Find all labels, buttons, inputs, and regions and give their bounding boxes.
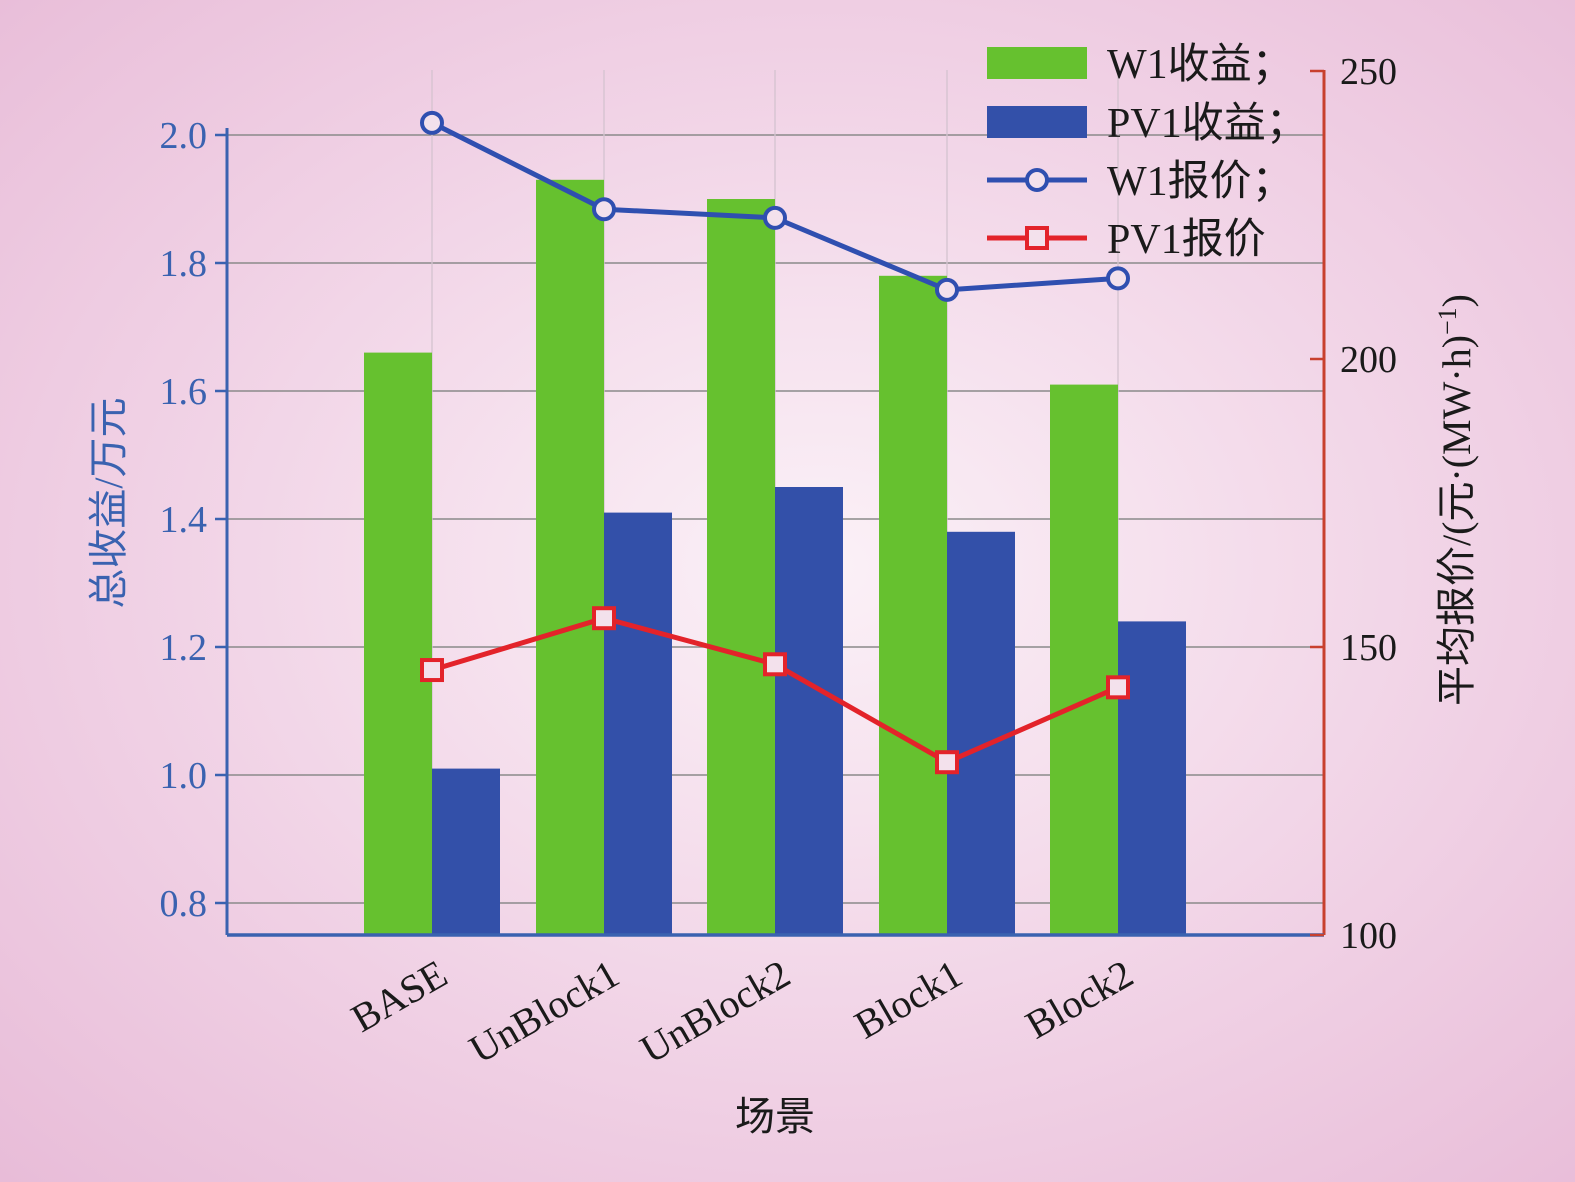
line-point-circle [592, 197, 616, 222]
x-tick-label: UnBlock1 [462, 951, 627, 1072]
y-axis-right-title-main: 平均报价/(元·(MW·h) [1434, 335, 1479, 706]
x-tick-label: Block1 [847, 951, 970, 1048]
bar [604, 512, 672, 935]
lines-layer [420, 110, 1130, 775]
x-axis-title: 场景 [735, 1094, 815, 1139]
line-point-square [1106, 675, 1130, 700]
x-tick-label: BASE [343, 951, 454, 1041]
legend-label: W1收益； [1107, 42, 1294, 88]
bar [947, 531, 1015, 935]
y-left-tick-label: 0.8 [160, 883, 208, 925]
line-point-circle [935, 277, 959, 302]
line-point-square [935, 750, 959, 775]
line-point-circle [763, 205, 787, 230]
x-tick-label: UnBlock2 [633, 951, 798, 1072]
bar [536, 179, 604, 936]
bar [707, 199, 775, 935]
y-left-tick-label: 1.2 [160, 627, 208, 669]
bar [1050, 384, 1118, 936]
y-axis-right-title-close: ) [1434, 294, 1479, 307]
y-right-tick-label: 250 [1340, 51, 1397, 93]
x-tick-label: Block2 [1018, 951, 1141, 1048]
y-right-tick-label: 150 [1340, 627, 1397, 669]
y-axis-left-title: 总收益/万元 [86, 397, 131, 608]
legend-swatch-bar [987, 47, 1087, 79]
line-point-circle [420, 110, 444, 135]
bar [432, 768, 500, 935]
legend: W1收益； PV1收益； W1报价； PV1报价 [987, 42, 1308, 263]
axes-layer [215, 69, 1326, 937]
line-point-circle [1106, 266, 1130, 291]
line-point-square [763, 652, 787, 677]
y-axis-right-title: 平均报价/(元·(MW·h)−1) [1433, 294, 1480, 706]
bar [879, 275, 947, 935]
y-left-tick-label: 1.8 [160, 243, 208, 285]
bar [1118, 621, 1186, 935]
y-right-tick-label: 200 [1340, 339, 1397, 381]
legend-label: PV1收益； [1107, 101, 1308, 147]
bars-layer [364, 179, 1186, 936]
legend-label: W1报价； [1107, 159, 1294, 205]
y-left-tick-label: 1.0 [160, 755, 208, 797]
y-left-tick-label: 1.6 [160, 371, 208, 413]
y-left-tick-label: 2.0 [160, 115, 208, 157]
bar [775, 487, 843, 935]
y-axis-right-title-exponent: −1 [1433, 307, 1462, 335]
y-left-tick-label: 1.4 [160, 499, 208, 541]
line-point-square [420, 658, 444, 683]
legend-label: PV1报价 [1107, 217, 1266, 263]
line-point-square [592, 606, 616, 631]
legend-marker-circle [1025, 168, 1049, 192]
legend-swatch-bar [987, 106, 1087, 138]
y-right-tick-label: 100 [1340, 915, 1397, 957]
legend-marker-square [1025, 226, 1049, 250]
bar [364, 352, 432, 936]
